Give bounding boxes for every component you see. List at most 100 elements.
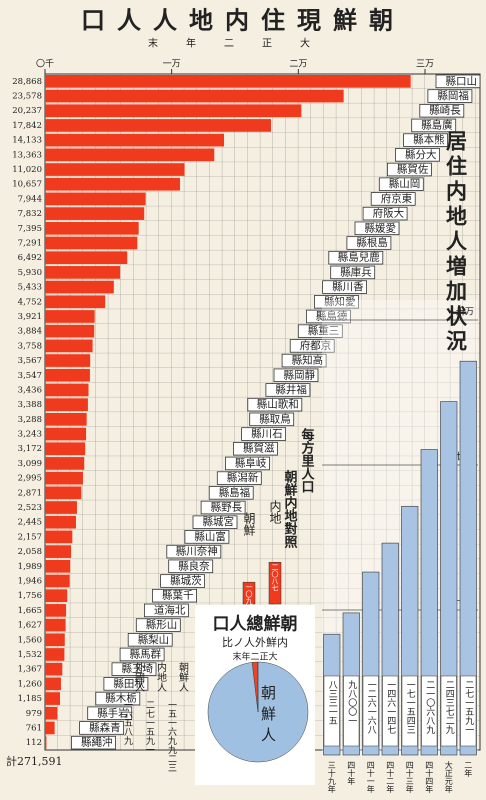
label-box bbox=[322, 280, 368, 294]
category-label: 縣井福 bbox=[275, 383, 307, 396]
chart-subtitle: 比ノ人外鮮内 bbox=[222, 635, 288, 649]
category-label: 縣島福 bbox=[219, 486, 251, 499]
label-box bbox=[168, 559, 214, 574]
bar bbox=[45, 163, 185, 176]
bar bbox=[45, 530, 73, 544]
label-box bbox=[362, 206, 408, 221]
value-label: 二〇八七 bbox=[271, 563, 279, 591]
bar bbox=[45, 677, 61, 691]
category-label: 縣知高 bbox=[292, 354, 324, 367]
label-box bbox=[421, 675, 438, 747]
x-tick-label: 一万 bbox=[163, 60, 181, 70]
value-label: 6,492 bbox=[18, 253, 42, 263]
value-label: 2,995 bbox=[18, 474, 42, 484]
legend-label: 内地人 bbox=[155, 661, 167, 692]
label-box bbox=[103, 677, 149, 691]
category-label: 縣崎長 bbox=[429, 104, 461, 117]
category-label: 縣賀滋 bbox=[243, 442, 275, 455]
label-box bbox=[79, 721, 124, 735]
x-tick-label: 大正元年 bbox=[444, 760, 453, 794]
bar bbox=[45, 618, 66, 632]
label-box bbox=[87, 706, 133, 721]
value-label: 3,921 bbox=[18, 312, 42, 322]
bar bbox=[45, 383, 89, 397]
label-box bbox=[378, 177, 424, 191]
bar bbox=[45, 133, 225, 147]
bar bbox=[440, 401, 458, 756]
slice-label: 朝鮮人 bbox=[259, 685, 277, 748]
bar bbox=[45, 148, 215, 162]
label-box bbox=[328, 250, 384, 265]
bar bbox=[45, 398, 88, 411]
value-label: 11,020 bbox=[12, 165, 42, 175]
category-label: 縣川奈神 bbox=[176, 545, 218, 558]
category-label: 府都京 bbox=[300, 339, 332, 352]
value-label: 1,665 bbox=[18, 606, 42, 616]
value-label: 979 bbox=[26, 709, 42, 719]
bar bbox=[45, 545, 72, 558]
value-label: 4,752 bbox=[18, 297, 42, 307]
value-label: 一四六一四七 bbox=[385, 680, 396, 734]
bar bbox=[45, 559, 71, 573]
label-box bbox=[382, 675, 399, 747]
chart-note: 末年二正大 bbox=[232, 651, 277, 663]
x-tick-label: 四十四年 bbox=[425, 761, 434, 794]
bar bbox=[45, 486, 82, 500]
value-label: 2,157 bbox=[18, 532, 42, 542]
bar bbox=[268, 562, 282, 605]
bar bbox=[45, 89, 344, 103]
category-label: 縣重三 bbox=[308, 324, 340, 337]
label-box bbox=[386, 162, 432, 177]
category-label: 縣岡靜 bbox=[284, 368, 316, 381]
value-label: 23,578 bbox=[12, 92, 42, 102]
value-label: 3,243 bbox=[18, 430, 42, 440]
category-label: 縣媛愛 bbox=[365, 221, 397, 234]
category-label: 縣山岡 bbox=[389, 178, 421, 190]
value-label: 3,567 bbox=[18, 356, 42, 366]
value-label: 2,058 bbox=[18, 547, 42, 557]
label-box bbox=[440, 675, 457, 747]
bar bbox=[45, 692, 61, 705]
category-label: 縣馬群 bbox=[130, 647, 162, 660]
value-label: 二七一五九一 bbox=[463, 680, 474, 734]
value-label: 1,756 bbox=[18, 591, 42, 601]
x-tick-label: 内地 bbox=[268, 500, 282, 524]
bar bbox=[45, 177, 180, 191]
label-box bbox=[362, 675, 379, 747]
bar bbox=[45, 368, 90, 382]
bar bbox=[45, 515, 76, 529]
label-box bbox=[111, 662, 157, 676]
label-box bbox=[184, 530, 230, 544]
legend-label: 外國人 bbox=[133, 662, 145, 692]
label-box bbox=[152, 588, 197, 603]
value-label: 一〇九二 bbox=[245, 583, 253, 611]
bar bbox=[45, 339, 93, 353]
x-tick-label: 四十一年 bbox=[366, 761, 375, 794]
bar bbox=[459, 360, 477, 756]
value-label: 2,871 bbox=[18, 488, 42, 498]
bar bbox=[45, 457, 85, 470]
value-label: 二四三七二九 bbox=[444, 680, 455, 735]
value-label: 7,395 bbox=[18, 224, 42, 234]
category-label: 縣川石 bbox=[251, 428, 283, 440]
label-box bbox=[247, 397, 303, 412]
x-tick-label: 二万 bbox=[289, 60, 307, 70]
value-label: 1,185 bbox=[18, 694, 42, 704]
x-tick-label: 四十三年 bbox=[405, 761, 414, 794]
bar bbox=[45, 471, 83, 485]
label-box bbox=[143, 603, 189, 618]
bar bbox=[45, 280, 114, 294]
bar bbox=[45, 221, 139, 235]
value-label: 3,758 bbox=[18, 341, 42, 351]
value-label: 3,436 bbox=[18, 385, 42, 395]
value-label: 5,930 bbox=[18, 268, 42, 278]
category-label: 道海北 bbox=[154, 603, 186, 616]
label-box bbox=[323, 675, 340, 747]
value-label: 1,532 bbox=[18, 650, 42, 660]
chart-subtitle: 朝鮮内地對照 bbox=[282, 469, 298, 549]
label-box bbox=[233, 441, 278, 456]
value-label: 2,445 bbox=[18, 518, 42, 528]
label-box bbox=[281, 353, 327, 368]
label-box bbox=[395, 148, 440, 162]
x-tick-label: 二年 bbox=[464, 761, 473, 778]
